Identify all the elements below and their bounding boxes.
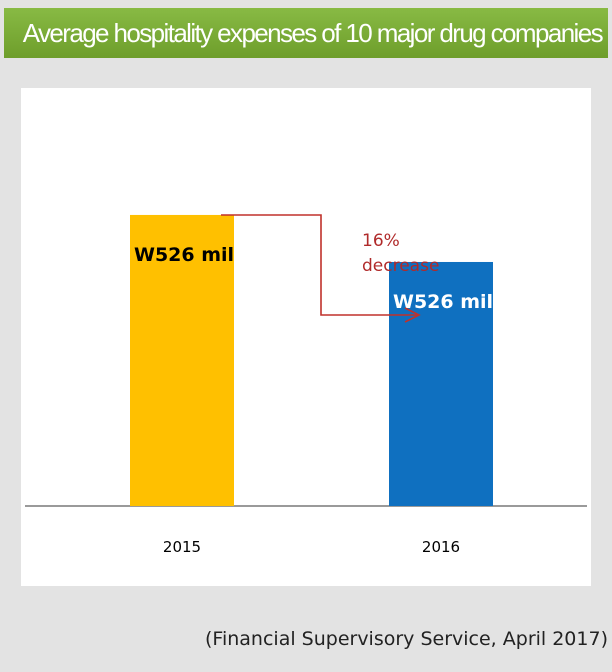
bar-chart: W526 mil 2015 W526 mil 2016 16% decrease	[25, 214, 587, 556]
bar-2015	[130, 214, 234, 506]
category-label-2016: 2016	[422, 538, 460, 556]
arrow-line	[221, 214, 417, 316]
decrease-arrow	[221, 214, 421, 323]
chart-panel: W526 mil 2015 W526 mil 2016 16% decrease	[21, 88, 591, 586]
chart-title: Average hospitality expenses of 10 major…	[22, 17, 604, 48]
value-label-2016: W526 mil	[393, 291, 493, 313]
bars-group: W526 mil 2015 W526 mil 2016	[130, 214, 493, 556]
title-divider	[0, 58, 612, 68]
value-label-2015: W526 mil	[134, 244, 234, 266]
source-note: (Financial Supervisory Service, April 20…	[205, 628, 608, 650]
bar-2016	[389, 261, 493, 506]
title-banner: Average hospitality expenses of 10 major…	[4, 8, 608, 58]
annotation-percent: 16%	[362, 231, 400, 251]
category-label-2015: 2015	[163, 538, 201, 556]
source-strip	[0, 610, 612, 672]
annotation-word: decrease	[362, 256, 439, 276]
arrow-head	[404, 307, 421, 323]
